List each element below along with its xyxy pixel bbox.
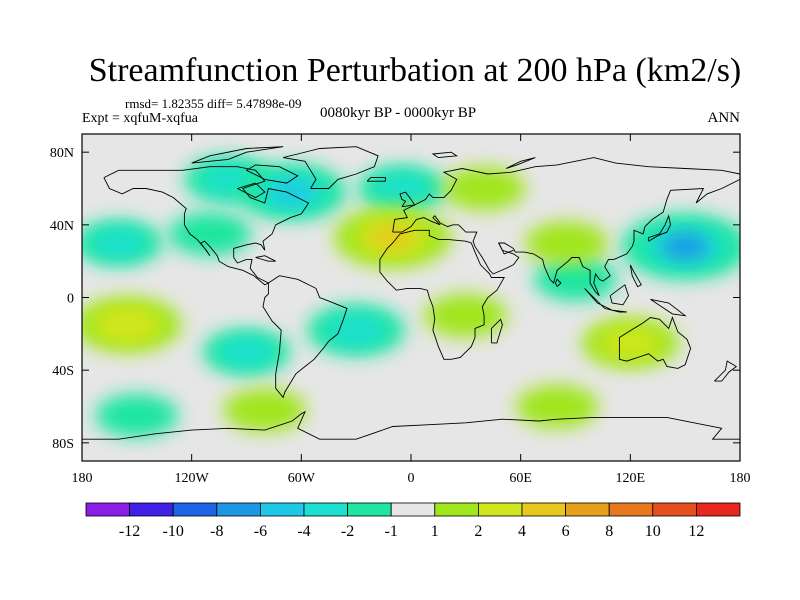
anomaly-blob-6: [168, 212, 252, 256]
coastline-baffin: [245, 164, 299, 184]
colorbar-label-10: 6: [562, 523, 570, 540]
anomaly-blob-3: [357, 165, 446, 212]
colorbar-label-6: -1: [385, 523, 398, 540]
stats-label: rmsd= 1.82355 diff= 5.47898e-09: [125, 96, 302, 111]
coastline-borneo: [609, 284, 629, 306]
experiment-label: Expt = xqfuM-xqfua: [82, 111, 198, 126]
coastline-south-america: [262, 275, 348, 399]
coastline-iceland: [366, 177, 386, 182]
coastline-indonesia: [584, 288, 627, 313]
colorbar-label-3: -6: [254, 523, 267, 540]
colorbar-swatch-6: [347, 502, 392, 517]
coastline-madagascar: [490, 318, 503, 344]
chart-title: Streamfunction Perturbation at 200 hPa (…: [88, 52, 742, 89]
y-tick-label-3: 40S: [52, 364, 74, 379]
x-tick-label-6: 180: [730, 471, 751, 486]
colorbar-label-0: -12: [119, 523, 140, 540]
y-tick-label-1: 40N: [50, 219, 74, 234]
coastline-africa: [379, 229, 505, 360]
coastline-novaya-zemlya: [505, 157, 536, 169]
coastline-greenland: [282, 146, 379, 189]
y-tick-label-4: 80S: [52, 437, 74, 452]
coastline-arctic-islands: [191, 146, 284, 164]
coastline-arabia-gulf: [498, 242, 514, 255]
x-tick-label-1: 120W: [175, 471, 210, 486]
coastline-new-guinea: [650, 298, 687, 317]
anomaly-blob-13: [524, 221, 608, 265]
coastline-australia: [618, 316, 692, 369]
colorbar-swatch-5: [303, 502, 348, 517]
coastline-hudson-bay: [237, 182, 266, 199]
anomaly-blob-7: [82, 296, 182, 353]
anomaly-blob-0: [82, 220, 163, 266]
colorbar-label-12: 10: [645, 523, 661, 540]
x-tick-label-5: 120E: [616, 471, 646, 486]
coastline-svalbard: [431, 151, 459, 159]
colorbar-label-1: -10: [163, 523, 184, 540]
x-tick-label-4: 60E: [509, 471, 532, 486]
anomaly-blob-14: [581, 317, 680, 369]
colorbar-swatch-11: [565, 502, 610, 517]
anomaly-blob-11: [534, 257, 617, 302]
colorbar-swatch-7: [390, 502, 436, 517]
anomaly-layer: [82, 156, 740, 438]
coastline-eurasia: [392, 157, 740, 297]
colorbar-swatch-0: [85, 502, 130, 517]
colorbar-swatch-10: [521, 502, 566, 517]
colorbar-label-5: -2: [341, 523, 354, 540]
coastline-antarctica: [82, 410, 740, 440]
colorbar-label-11: 8: [605, 523, 613, 540]
coastline-sri-lanka: [554, 278, 562, 287]
anomaly-blob-4: [442, 166, 526, 211]
colorbar-swatch-1: [129, 502, 174, 517]
colorbar-label-9: 4: [518, 523, 526, 540]
y-tick-label-0: 80N: [50, 146, 74, 161]
colorbar: -12 -10 -8 -6 -4 -2 -1 1 2 4 6 8 10 12: [85, 502, 741, 540]
colorbar-swatch-9: [477, 502, 523, 517]
anomaly-blob-9: [307, 304, 406, 356]
colorbar-swatch-2: [172, 502, 218, 517]
period-label: 0080kyr BP - 0000kyr BP: [320, 105, 477, 121]
colorbar-swatch-14: [696, 502, 741, 517]
season-label: ANN: [707, 110, 741, 126]
axis-ticks: 180 120W 60W 0 60E 120E 180 80N 40N 0 40S 80S: [50, 134, 751, 486]
coastline-uk: [399, 191, 416, 208]
colorbar-label-8: 2: [474, 523, 482, 540]
colorbar-label-13: 12: [688, 523, 704, 540]
coastline-cuba: [255, 255, 276, 262]
coastline-philippines: [629, 264, 642, 288]
coastlines: [82, 146, 740, 440]
anomaly-blob-8: [202, 329, 291, 375]
coastline-new-zealand: [714, 360, 738, 382]
anomaly-blob-2: [238, 164, 347, 221]
x-tick-label-3: 0: [408, 471, 415, 486]
anomaly-blob-17: [95, 393, 179, 438]
anomaly-blob-15: [515, 384, 599, 429]
colorbar-swatch-3: [216, 502, 261, 517]
colorbar-label-4: -4: [297, 523, 310, 540]
y-tick-label-2: 0: [67, 292, 74, 307]
colorbar-swatch-8: [434, 502, 479, 517]
x-tick-label-0: 180: [72, 471, 93, 486]
colorbar-swatch-13: [652, 502, 697, 517]
x-tick-label-2: 60W: [288, 471, 316, 486]
colorbar-swatch-12: [608, 502, 654, 517]
coastline-japan: [648, 214, 671, 242]
anomaly-blob-12: [621, 213, 740, 280]
colorbar-label-7: 1: [431, 523, 439, 540]
anomaly-blob-5: [333, 207, 452, 269]
coastline-north-america: [103, 166, 310, 286]
anomaly-blob-16: [223, 388, 307, 432]
anomaly-blob-10: [424, 293, 508, 338]
colorbar-label-2: -8: [210, 523, 223, 540]
colorbar-swatch-4: [259, 502, 305, 517]
